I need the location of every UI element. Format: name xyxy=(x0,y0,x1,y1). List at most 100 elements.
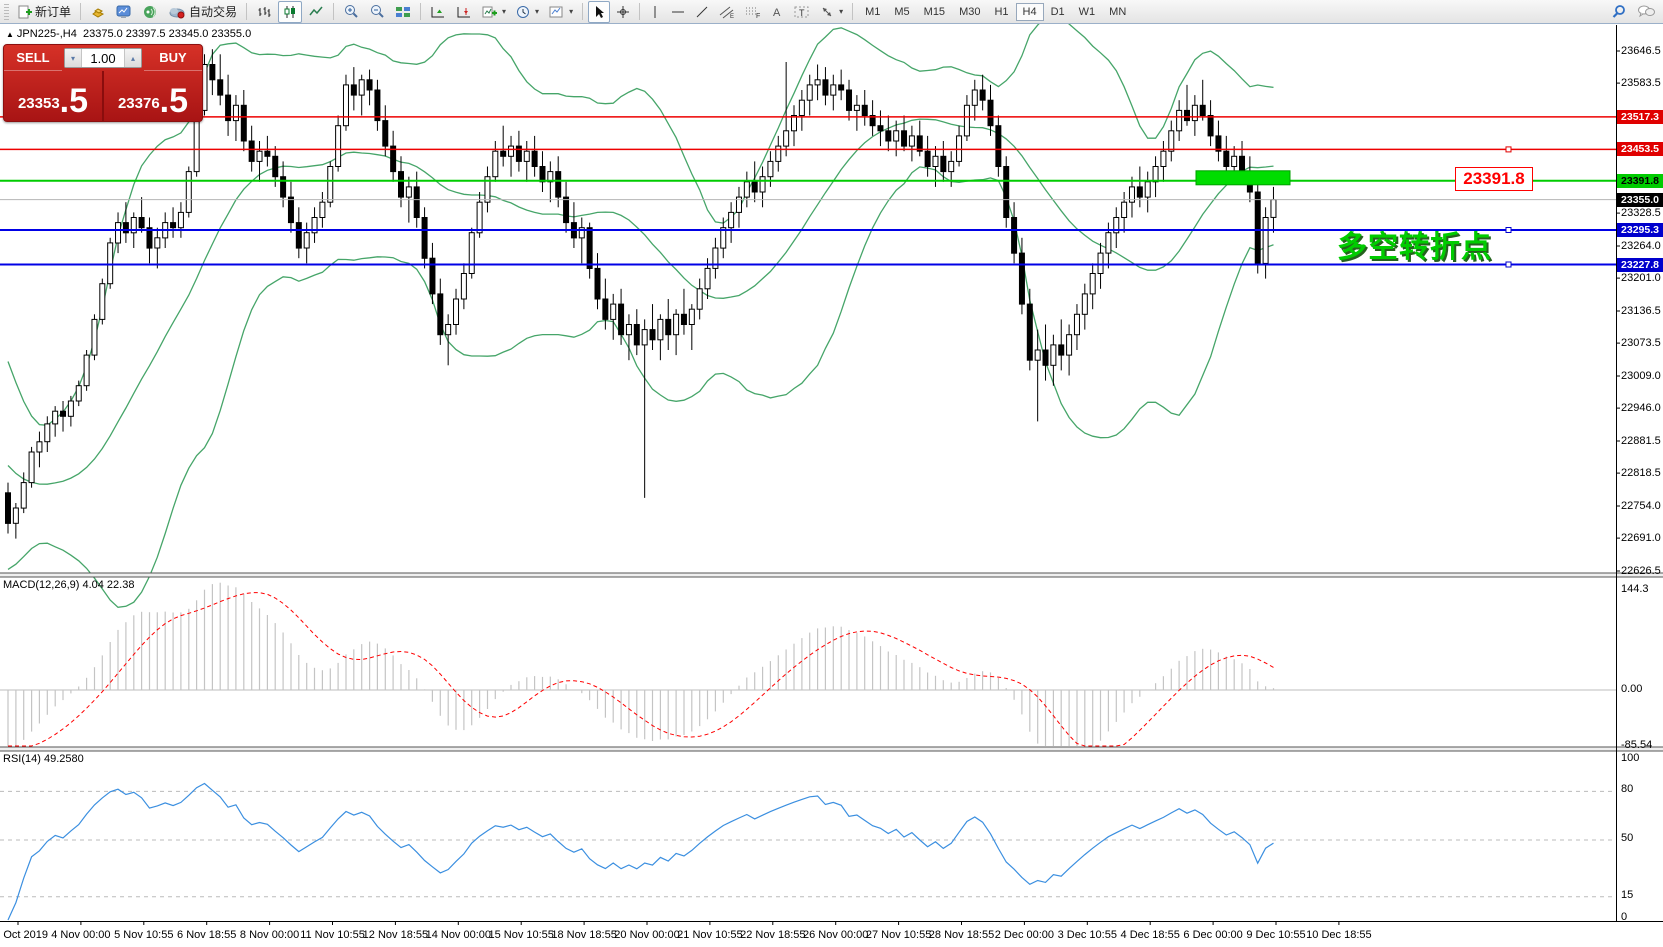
price-axis-label: 23136.5 xyxy=(1621,304,1661,317)
signal-icon xyxy=(144,5,157,18)
signal-button[interactable] xyxy=(138,1,162,23)
cursor-button[interactable] xyxy=(588,0,611,23)
time-axis-label: 22 Nov 18:55 xyxy=(740,929,806,941)
templates-button[interactable]: ▾ xyxy=(545,1,577,23)
timeframe-h4[interactable]: H4 xyxy=(1015,2,1044,21)
timeframe-m30[interactable]: M30 xyxy=(959,5,981,18)
price-axis-label: 23009.0 xyxy=(1621,369,1661,382)
gold-bars-button[interactable] xyxy=(86,1,110,23)
trade-panel-prices: 23353.5 23376.5 xyxy=(4,71,202,121)
crosshair-icon xyxy=(617,5,630,18)
time-axis-label: 10 Dec 18:55 xyxy=(1306,929,1372,941)
bar-chart-button[interactable] xyxy=(252,1,276,23)
auto-trading-icon xyxy=(169,7,185,18)
auto-trading-button[interactable]: 自动交易 xyxy=(164,1,241,23)
rsi-scale-label: 80 xyxy=(1621,783,1634,795)
price-tag-23391.8: 23391.8 xyxy=(1617,173,1663,188)
highlight-rectangle[interactable] xyxy=(1195,170,1291,186)
data-window-button[interactable] xyxy=(112,1,136,23)
price-tag-23517.3: 23517.3 xyxy=(1617,109,1663,124)
candlestick-chart-button[interactable] xyxy=(278,0,303,23)
price-tag-23295.3: 23295.3 xyxy=(1617,223,1663,237)
clock-icon xyxy=(517,5,530,18)
separator xyxy=(639,3,641,20)
toolbar-grip[interactable] xyxy=(4,3,9,20)
trendline-icon xyxy=(696,6,708,17)
time-axis-label: 8 Nov 00:00 xyxy=(239,929,300,941)
zoom-in-button[interactable] xyxy=(339,1,363,23)
text-button[interactable]: A xyxy=(767,1,788,23)
svg-text:E: E xyxy=(730,14,734,19)
tile-windows-button[interactable] xyxy=(391,1,415,23)
separator xyxy=(246,3,248,20)
new-order-label: 新订单 xyxy=(35,5,72,19)
timeframe-d1[interactable]: D1 xyxy=(1050,5,1065,18)
new-order-icon xyxy=(18,5,32,18)
price-axis-label: 23201.0 xyxy=(1621,271,1661,284)
data-window-icon xyxy=(116,5,131,18)
buy-button[interactable]: BUY xyxy=(144,45,202,71)
periods-button[interactable]: ▾ xyxy=(512,1,543,23)
price-axis-label: 22881.5 xyxy=(1621,434,1661,447)
turning-point-annotation[interactable]: 多空转折点 xyxy=(1337,231,1492,264)
auto-scroll-icon xyxy=(431,6,445,17)
buy-price[interactable]: 23376.5 xyxy=(104,71,202,121)
add-indicator-button[interactable]: ▾ xyxy=(478,1,510,23)
horizontal-line-icon xyxy=(672,11,685,12)
rsi-legend: RSI(14) 49.2580 xyxy=(3,753,84,765)
dropdown-caret: ▾ xyxy=(839,7,844,16)
vertical-line-button[interactable] xyxy=(645,1,665,23)
text-label-button[interactable]: T xyxy=(790,1,814,23)
chat-button[interactable] xyxy=(1633,1,1659,23)
time-axis-label: 3 Dec 10:55 xyxy=(1057,929,1117,941)
dropdown-caret: ▾ xyxy=(535,7,540,16)
zoom-in-icon xyxy=(345,5,358,18)
price-flag-label[interactable]: 23391.8 xyxy=(1455,167,1533,191)
buy-price-main: 23376 xyxy=(117,95,160,112)
rsi-scale-label: 100 xyxy=(1621,752,1640,764)
timeframe-m1[interactable]: M1 xyxy=(865,5,881,18)
buy-price-pips: .5 xyxy=(159,82,189,120)
macd-scale-label: 144.3 xyxy=(1621,583,1649,595)
chart-shift-button[interactable] xyxy=(452,1,476,23)
svg-text:A: A xyxy=(773,7,781,19)
volume-increase-button[interactable]: ▴ xyxy=(124,49,141,67)
price-axis-label: 23328.5 xyxy=(1621,206,1661,219)
auto-scroll-button[interactable] xyxy=(426,1,450,23)
equidistant-channel-button[interactable]: E xyxy=(715,1,739,23)
text-label-icon: T xyxy=(794,6,809,18)
timeframe-m15[interactable]: M15 xyxy=(923,5,946,18)
crosshair-button[interactable] xyxy=(612,1,634,23)
arrows-button[interactable]: ▾ xyxy=(816,1,847,23)
time-axis-label: 18 Nov 18:55 xyxy=(551,929,617,941)
sell-button[interactable]: SELL xyxy=(4,45,62,71)
dropdown-caret: ▾ xyxy=(502,7,507,16)
auto-trading-label: 自动交易 xyxy=(189,5,238,19)
volume-value[interactable]: 1.00 xyxy=(90,50,116,66)
time-axis-label: 21 Nov 10:55 xyxy=(677,929,743,941)
volume-decrease-button[interactable]: ▾ xyxy=(65,49,82,67)
one-click-trading-panel: SELL ▾ 1.00 ▴ BUY 23353.5 23376.5 xyxy=(3,44,203,122)
zoom-out-button[interactable] xyxy=(365,1,389,23)
time-axis-label: 27 Nov 10:55 xyxy=(865,929,932,941)
macd-scale-label: 0.00 xyxy=(1621,683,1643,695)
timeframe-h1[interactable]: H1 xyxy=(994,5,1009,18)
time-axis-label: 6 Dec 00:00 xyxy=(1183,929,1243,941)
add-indicator-icon xyxy=(482,6,498,17)
line-chart-button[interactable] xyxy=(304,1,328,23)
trendline-button[interactable] xyxy=(691,1,713,23)
timeframe-m5[interactable]: M5 xyxy=(894,5,910,18)
volume-control: ▾ 1.00 ▴ xyxy=(64,48,142,68)
fibonacci-button[interactable]: F xyxy=(741,1,765,23)
timeframe-w1[interactable]: W1 xyxy=(1078,5,1096,18)
horizontal-line-button[interactable] xyxy=(667,1,689,23)
new-order-button[interactable]: 新订单 xyxy=(14,1,75,23)
sell-price[interactable]: 23353.5 xyxy=(4,71,102,121)
time-axis-label: 11 Nov 10:55 xyxy=(300,929,365,941)
time-axis-label: 28 Nov 18:55 xyxy=(928,929,995,941)
collapse-triangle-icon[interactable]: ▲ xyxy=(6,30,14,39)
timeframe-mn[interactable]: MN xyxy=(1109,5,1127,18)
search-button[interactable] xyxy=(1607,1,1631,23)
